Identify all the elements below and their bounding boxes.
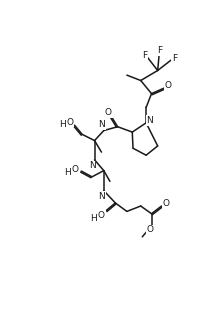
Text: F: F: [157, 46, 162, 55]
Text: H: H: [64, 168, 71, 176]
Text: O: O: [163, 199, 170, 208]
Text: O: O: [147, 225, 154, 234]
Text: F: F: [172, 54, 177, 63]
Text: H: H: [90, 214, 97, 223]
Text: O: O: [105, 108, 112, 117]
Text: O: O: [66, 118, 74, 127]
Text: O: O: [165, 81, 172, 90]
Text: N: N: [98, 120, 105, 129]
Text: N: N: [89, 162, 96, 170]
Text: O: O: [98, 211, 105, 220]
Text: N: N: [147, 116, 153, 125]
Text: H: H: [59, 120, 66, 129]
Text: F: F: [142, 51, 147, 59]
Text: O: O: [72, 165, 79, 174]
Text: N: N: [98, 192, 105, 201]
